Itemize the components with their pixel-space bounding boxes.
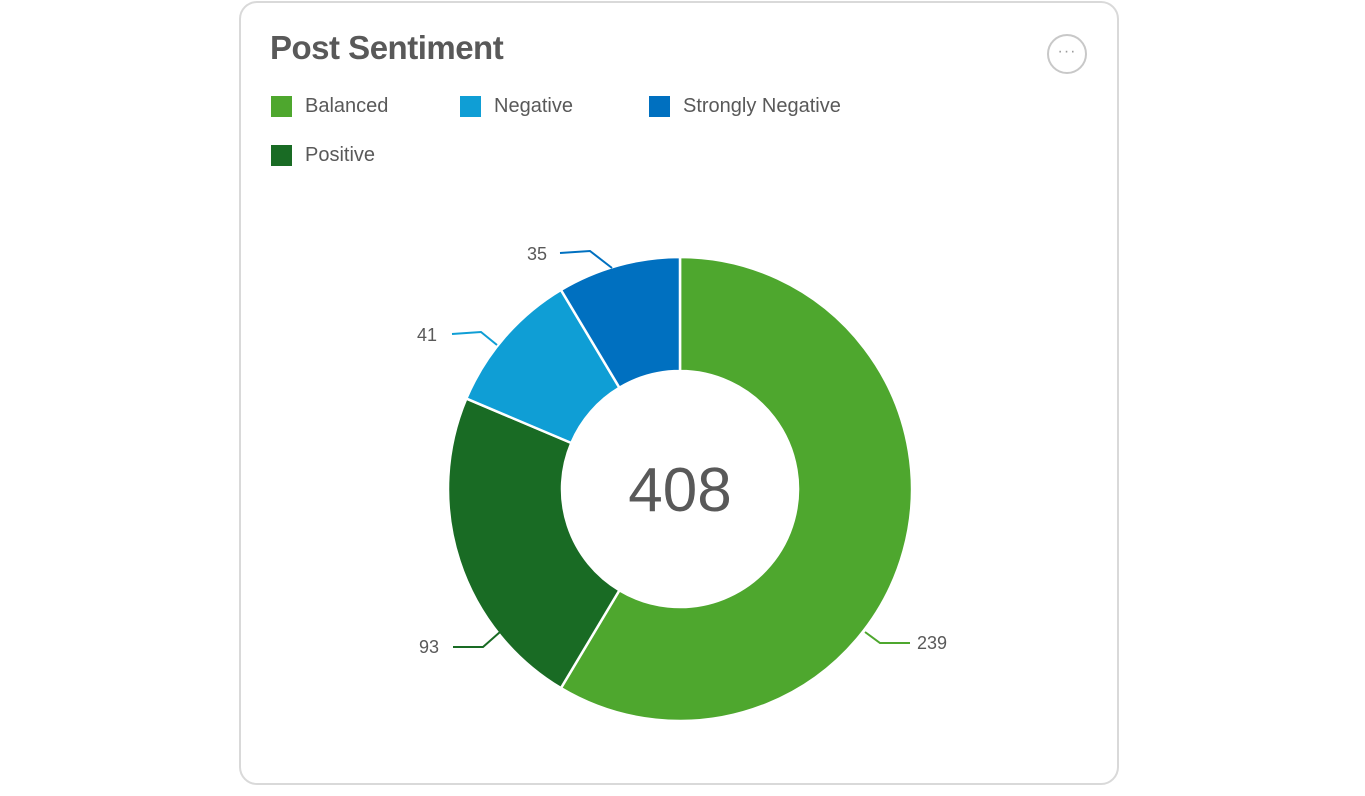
legend-swatch (649, 96, 670, 117)
legend-item-positive[interactable]: Positive (271, 144, 375, 167)
legend-swatch (271, 145, 292, 166)
slice-positive[interactable] (446, 396, 622, 690)
data-label: 35 (527, 244, 547, 264)
legend-item-negative[interactable]: Negative (460, 95, 573, 118)
leader-line (453, 631, 501, 648)
legend-item-balanced[interactable]: Balanced (271, 95, 388, 118)
legend-label: Balanced (305, 95, 389, 117)
legend-item-strongly-negative[interactable]: Strongly Negative (649, 95, 841, 118)
data-label: 239 (917, 633, 947, 653)
card-title: Post Sentiment (270, 29, 504, 66)
leader-line (864, 631, 910, 644)
ellipsis-icon[interactable]: ··· (1047, 34, 1087, 74)
slice-strongly-negative[interactable] (559, 255, 682, 390)
leader-line (559, 249, 613, 269)
data-label: 41 (417, 325, 437, 345)
legend-label: Positive (305, 144, 376, 166)
slice-balanced[interactable] (559, 255, 914, 723)
legend-label: Strongly Negative (683, 95, 841, 117)
legend-swatch (460, 96, 481, 117)
center-total-label: 408 (628, 456, 731, 525)
leader-line (451, 330, 498, 346)
legend-label: Negative (494, 95, 573, 117)
legend-swatch (271, 96, 292, 117)
data-label: 93 (419, 637, 439, 657)
